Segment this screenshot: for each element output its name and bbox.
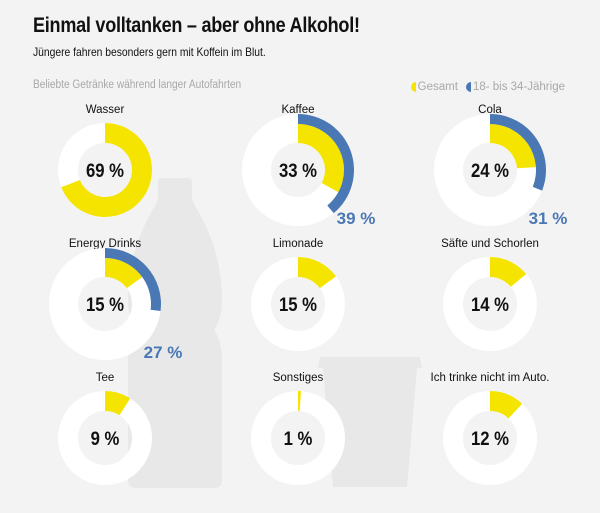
total-value-label: 15 % [86,294,124,315]
total-arc [490,124,536,169]
background-silhouettes [128,178,422,488]
young-value-label: 31 % [529,209,568,228]
total-value-label: 69 % [86,160,124,181]
donut-saefte-und-schorlen: Säfte und Schorlen 14 % [441,238,539,351]
category-label: Kaffee [281,104,314,116]
category-label: Wasser [86,104,125,116]
category-label: Säfte und Schorlen [441,238,539,250]
total-value-label: 33 % [279,160,317,181]
total-arc [105,258,143,289]
category-label: Sonstiges [273,372,324,384]
section-label: Beliebte Getränke während langer Autofah… [33,79,242,91]
category-label: Energy Drinks [69,238,141,250]
total-arc [490,391,523,419]
young-arc [298,114,355,214]
total-arc [61,123,152,217]
donut-tee: Tee 9 % [58,372,152,485]
total-arc [298,391,301,412]
young-value-label: 39 % [337,209,376,228]
total-value-label: 24 % [471,160,509,181]
total-value-label: 15 % [279,294,317,315]
legend-item-total: Gesamt [410,81,458,93]
total-value-label: 1 % [284,428,313,449]
donut-energy-drinks: Energy Drinks 15 % 27 % [49,238,183,362]
total-arc [298,124,344,193]
legend-label-total: Gesamt [417,81,458,93]
total-value-label: 14 % [471,294,509,315]
category-label: Cola [478,104,502,116]
bottle-silhouette [128,178,222,488]
total-value-label: 12 % [471,428,509,449]
category-label: Limonade [273,238,324,250]
total-value-label: 9 % [91,428,120,449]
young-arc [105,248,161,312]
donut-wasser: Wasser 69 % [58,104,152,217]
donut-kaffee: Kaffee 33 % 39 % [242,104,376,228]
legend-swatch-young-icon [465,82,471,92]
donut-limonade: Limonade 15 % [251,238,345,351]
young-arc [490,114,546,191]
legend: Gesamt 18- bis 34-Jährige [410,81,565,93]
total-arc [105,391,131,416]
category-label: Ich trinke nicht im Auto. [431,372,550,384]
legend-label-young: 18- bis 34-Jährige [472,81,565,93]
donut-cola: Cola 24 % 31 % [434,104,568,228]
young-value-label: 27 % [144,343,183,362]
total-arc [298,257,337,289]
legend-swatch-total-icon [410,82,416,92]
total-arc [490,257,527,287]
chart-title: Einmal volltanken – aber ohne Alkohol! [33,14,360,37]
category-label: Tee [96,372,115,384]
chart-subtitle: Jüngere fahren besonders gern mit Koffei… [33,45,266,59]
legend-item-young: 18- bis 34-Jährige [465,81,565,93]
donut-ich-trinke-nicht-im-auto: Ich trinke nicht im Auto. 12 % [431,372,550,485]
donut-sonstiges: Sonstiges 1 % [251,372,345,485]
cup-silhouette [318,357,422,487]
